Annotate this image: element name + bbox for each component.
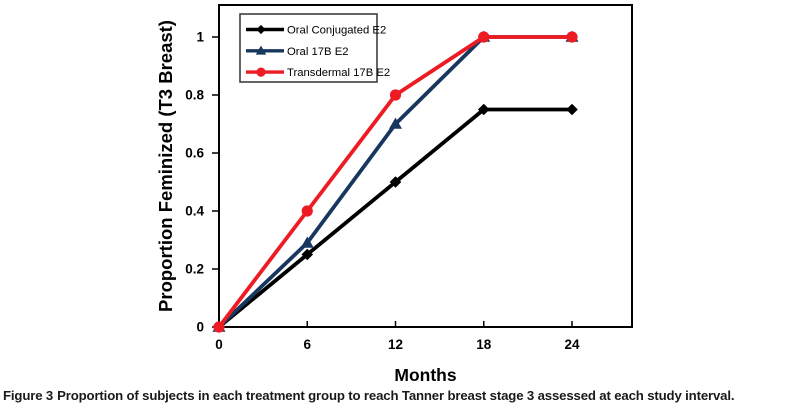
plot-border xyxy=(218,4,633,328)
data-point-triangle-icon xyxy=(300,236,314,248)
legend-label: Transdermal 17B E2 xyxy=(287,67,390,79)
data-point-triangle-icon xyxy=(255,45,267,55)
x-tick-label: 6 xyxy=(303,337,311,352)
legend: Oral Conjugated E2 Oral 17B E2 Transdermal… xyxy=(239,13,390,83)
legend-label: Oral 17B E2 xyxy=(287,46,349,58)
legend-label: Oral Conjugated E2 xyxy=(287,25,386,37)
data-point-diamond-icon xyxy=(389,176,402,188)
x-axis-title: Months xyxy=(394,365,456,385)
x-tick-label: 0 xyxy=(215,337,223,352)
y-axis-title: Proportion Feminized (T3 Breast) xyxy=(155,20,176,312)
data-point-diamond-icon xyxy=(256,24,266,35)
chart-background xyxy=(0,0,795,386)
data-point-circle-icon xyxy=(389,89,402,101)
x-tick-label: 18 xyxy=(476,337,492,352)
figure-caption: Figure 3 Proportion of subjects in each t… xyxy=(3,388,792,405)
figure-caption-text: Proportion of subjects in each treatment… xyxy=(57,388,735,403)
data-point-diamond-icon xyxy=(301,248,314,261)
y-tick-label: 1 xyxy=(196,30,204,45)
y-tick-label: 0.4 xyxy=(185,204,204,219)
data-point-diamond-icon xyxy=(477,103,490,116)
y-tick-label: 0.8 xyxy=(185,88,204,103)
data-point-circle-icon xyxy=(566,31,578,43)
y-tick-label: 0.2 xyxy=(185,262,204,277)
data-point-triangle-icon xyxy=(389,117,402,129)
data-point-circle-icon xyxy=(256,67,266,77)
y-tick-label: 0 xyxy=(196,320,204,335)
data-point-circle-icon xyxy=(478,31,490,43)
data-point-circle-icon xyxy=(213,321,225,333)
line-chart: 0 0.2 0.4 0.6 0.8 1 0 6 12 18 24 Proportion Feminiz… xyxy=(0,0,795,386)
y-tick-label: 0.6 xyxy=(185,146,204,161)
data-point-circle-icon xyxy=(301,205,313,217)
x-tick-label: 24 xyxy=(564,337,580,352)
figure-caption-label: Figure 3 xyxy=(3,388,54,403)
x-tick-label: 12 xyxy=(388,337,403,352)
data-point-diamond-icon xyxy=(566,103,578,116)
chart-svg: 0 0.2 0.4 0.6 0.8 1 0 6 12 18 24 Proportion Feminiz… xyxy=(0,0,795,386)
